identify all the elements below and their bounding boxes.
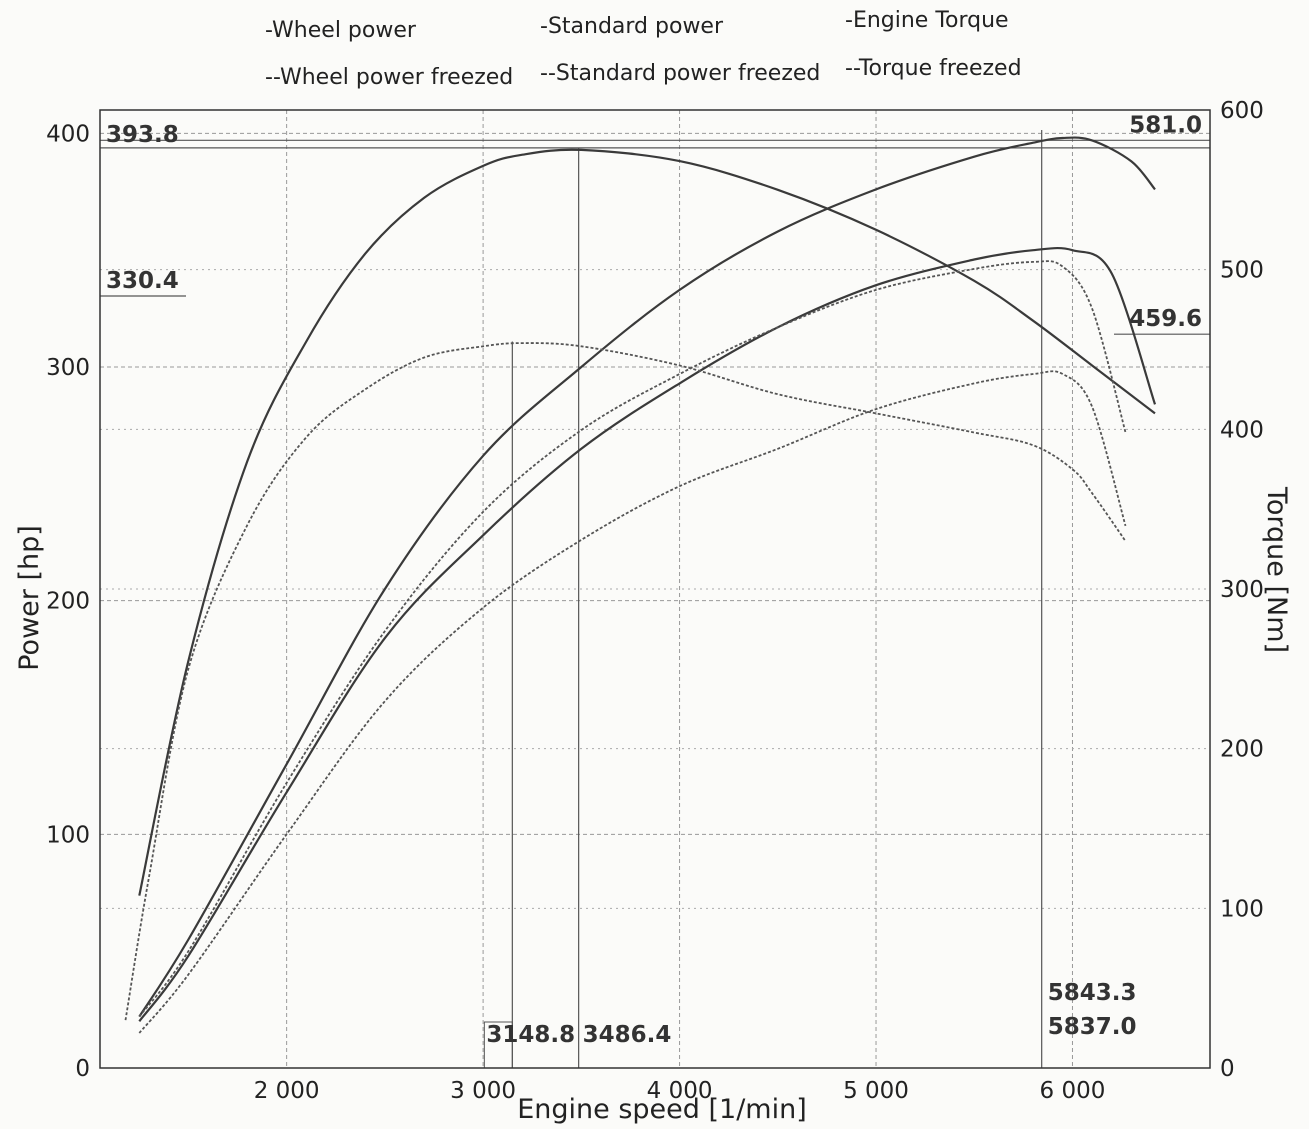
legend-item: -Standard power: [540, 14, 724, 39]
x-axis-title: Engine speed [1/min]: [517, 1094, 807, 1125]
y-axis-left-title: Power [hp]: [14, 525, 45, 671]
value-label: 5837.0: [1048, 1014, 1137, 1040]
legend-item: --Standard power freezed: [540, 61, 820, 86]
y-tick-label-right: 500: [1220, 258, 1264, 284]
x-tick-label: 3 000: [450, 1078, 516, 1104]
x-tick-label: 2 000: [254, 1078, 320, 1104]
value-label: 3486.4: [583, 1022, 672, 1048]
y-tick-label-left: 0: [75, 1056, 90, 1082]
value-label: 3148.8: [486, 1022, 575, 1048]
y-tick-label-left: 100: [46, 822, 90, 848]
legend-item: --Torque freezed: [845, 56, 1022, 81]
value-label: 459.6: [1129, 306, 1202, 332]
x-tick-label: 6 000: [1040, 1078, 1106, 1104]
series-line-standard-power-freezed: [138, 260, 1127, 1018]
y-tick-label-left: 200: [46, 589, 90, 615]
legend: -Wheel power -Standard power -Engine Torqu…: [265, 8, 1022, 90]
value-label: 393.8: [106, 122, 179, 148]
legend-item: -Engine Torque: [845, 8, 1009, 33]
series-line-wheel-power: [138, 246, 1157, 1022]
series-line-engine-torque: [138, 148, 1156, 896]
series-lines: [124, 136, 1157, 1034]
grid-lines: [100, 109, 1210, 1069]
y-tick-label-left: 400: [46, 121, 90, 147]
y-tick-label-left: 300: [46, 355, 90, 381]
legend-item: --Wheel power freezed: [265, 65, 513, 90]
y-tick-label-right: 100: [1220, 896, 1264, 922]
value-label: 581.0: [1129, 112, 1202, 138]
value-annotations: 393.8 330.4 581.0 459.6 3148.8 3486.4 5843.3 58…: [106, 112, 1202, 1048]
series-line-standard-power: [138, 136, 1156, 1018]
x-tick-label: 5 000: [843, 1078, 909, 1104]
y-axis-right-title: Torque [Nm]: [1261, 486, 1292, 653]
marker-lines: [100, 130, 1210, 1069]
legend-item: -Wheel power: [265, 18, 417, 43]
y-tick-label-right: 300: [1220, 577, 1264, 603]
y-tick-label-right: 200: [1220, 737, 1264, 763]
x-tick-label: 4 000: [647, 1078, 713, 1104]
y-tick-label-right: 600: [1220, 98, 1264, 124]
y-tick-label-right: 0: [1220, 1056, 1235, 1082]
plot-frame: [99, 109, 1211, 1069]
series-line-torque-freezed: [124, 342, 1127, 1021]
tick-labels: 2 000 3 000 4 000 5 000 6 000 0 100 200 300 400 0 1…: [46, 98, 1264, 1104]
value-label: 5843.3: [1048, 980, 1137, 1006]
value-label: 330.4: [106, 268, 179, 294]
series-line-wheel-power-freezed: [138, 370, 1127, 1034]
y-tick-label-right: 400: [1220, 417, 1264, 443]
